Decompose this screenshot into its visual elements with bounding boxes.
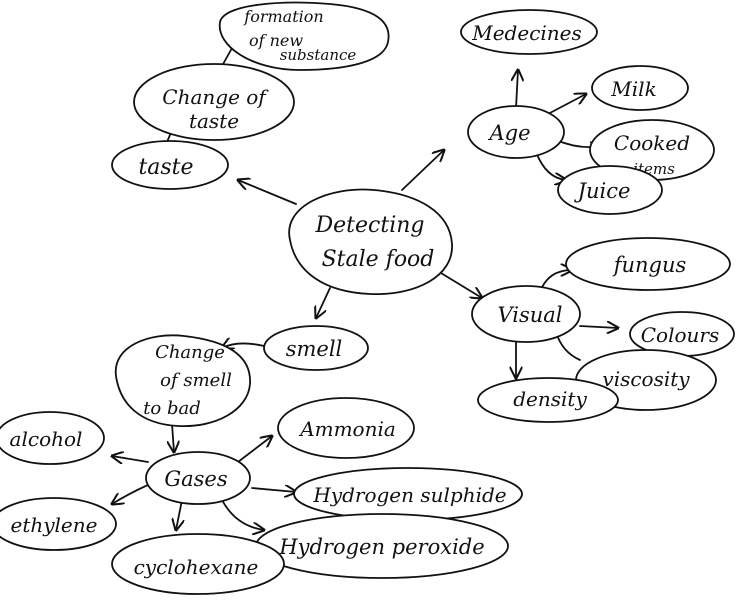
change-smell-line-2: of smell <box>160 370 232 391</box>
medicines-label: Medecines <box>471 21 582 45</box>
h2o2-label: Hydrogen peroxide <box>278 535 484 559</box>
formation-line-2: of new <box>249 31 303 50</box>
formation-line-3: substance <box>280 46 357 64</box>
node-change-of-smell: Change of smell to bad <box>115 334 251 427</box>
arrow-center-to-visual <box>435 269 482 298</box>
visual-label: Visual <box>497 303 562 327</box>
gases-label: Gases <box>164 467 228 491</box>
node-ethylene: ethylene <box>0 497 117 551</box>
change-taste-line-1: Change of <box>162 85 269 109</box>
center-line-1: Detecting <box>315 213 425 238</box>
node-smell: smell <box>263 325 369 371</box>
cyclohexane-label: cyclohexane <box>134 555 259 579</box>
arrow-gases-to-h2s <box>251 488 296 492</box>
arrow-gases-to-h2o2 <box>221 499 264 530</box>
node-medicines: Medecines <box>460 9 598 55</box>
arrow-center-to-smell <box>316 287 331 318</box>
arrow-age-to-medicines <box>516 70 518 109</box>
smell-label: smell <box>286 337 343 361</box>
arrow-gases-to-alcohol <box>112 456 149 462</box>
cooked-line-1: Cooked <box>614 131 690 155</box>
colours-label: Colours <box>641 323 720 347</box>
arrow-gases-to-ethylene <box>112 483 151 504</box>
node-detecting-stale-food: Detecting Stale food <box>288 188 453 295</box>
change-smell-line-1: Change <box>155 342 225 363</box>
node-juice: Juice <box>557 165 663 215</box>
arrow-visual-to-colours <box>579 326 618 328</box>
age-label: Age <box>487 121 530 145</box>
viscosity-label: viscosity <box>602 367 690 391</box>
node-density: density <box>477 377 619 423</box>
node-hydrogen-sulphide: Hydrogen sulphide <box>293 467 523 521</box>
arrow-age-to-juice <box>535 151 566 180</box>
node-formation-new-substance: formation of new substance <box>218 1 390 71</box>
line-change-taste-to-formation <box>221 47 233 67</box>
node-ammonia: Ammonia <box>277 397 415 459</box>
alcohol-label: alcohol <box>10 427 83 451</box>
node-change-of-taste: Change of taste <box>133 63 295 141</box>
density-label: density <box>513 387 587 411</box>
taste-label: taste <box>138 155 193 180</box>
node-visual: Visual <box>471 285 581 343</box>
formation-line-1: formation <box>243 7 323 26</box>
node-cyclohexane: cyclohexane <box>111 533 285 595</box>
arrow-center-to-age <box>401 150 444 191</box>
node-alcohol: alcohol <box>0 411 105 465</box>
milk-label: Milk <box>610 77 656 101</box>
arrow-change-smell-to-gases <box>172 423 174 452</box>
juice-label: Juice <box>574 179 631 203</box>
node-fungus: fungus <box>565 237 731 291</box>
node-gases: Gases <box>145 451 251 505</box>
arrow-gases-to-cyclohexane <box>176 499 182 530</box>
arrow-center-to-taste <box>238 180 297 205</box>
node-colours: Colours <box>629 311 735 357</box>
ethylene-label: ethylene <box>10 513 97 537</box>
center-line-2: Stale food <box>322 247 435 272</box>
fungus-label: fungus <box>612 253 687 277</box>
h2s-label: Hydrogen sulphide <box>312 483 506 507</box>
arrow-age-to-milk <box>547 94 586 115</box>
node-milk: Milk <box>591 65 689 111</box>
change-smell-line-3: to bad <box>143 398 201 419</box>
node-cooked-items: Cooked items <box>589 119 715 181</box>
change-taste-line-2: taste <box>189 109 239 133</box>
arrow-gases-to-ammonia <box>237 436 272 463</box>
node-age: Age <box>467 105 565 159</box>
ammonia-label: Ammonia <box>298 417 396 441</box>
node-hydrogen-peroxide: Hydrogen peroxide <box>255 513 509 579</box>
node-taste: taste <box>111 140 229 190</box>
